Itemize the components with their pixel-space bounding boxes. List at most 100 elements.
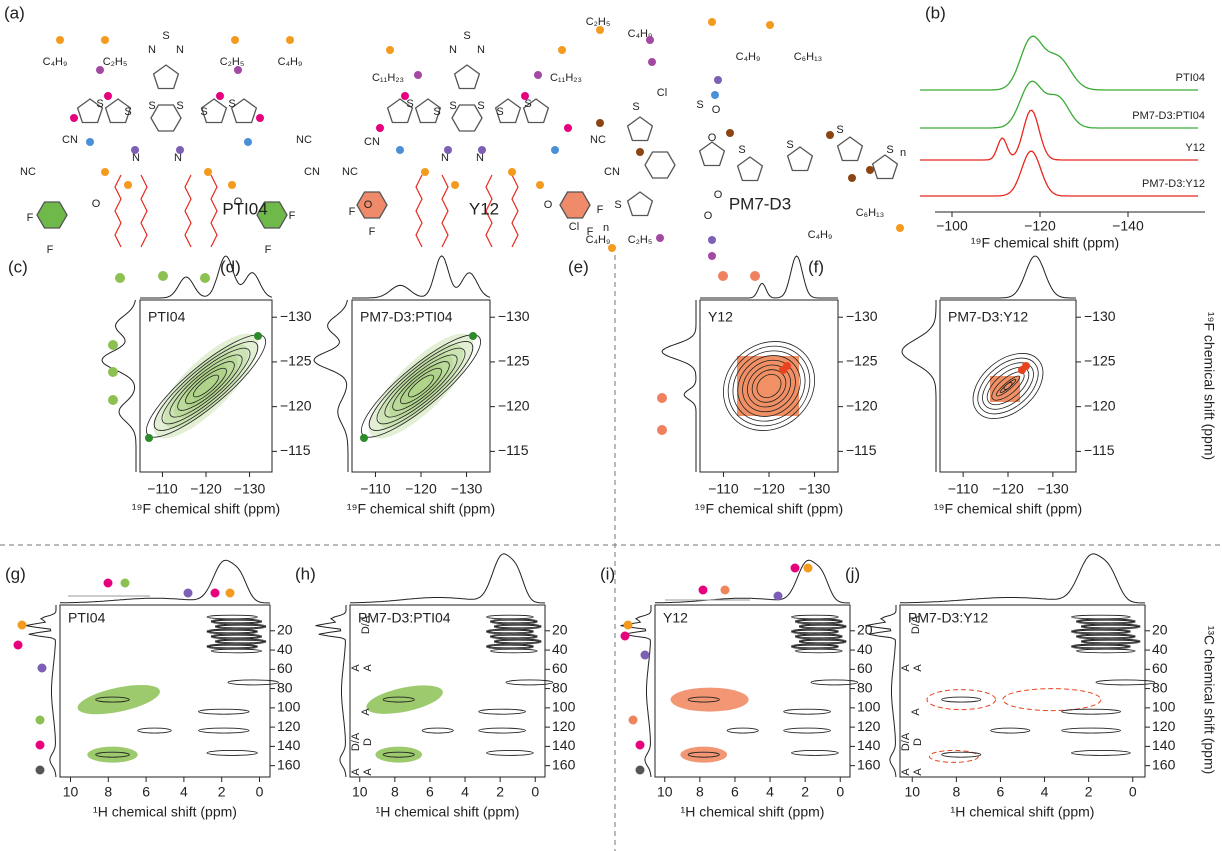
y-tick-label: 160 [277,756,301,772]
contour [368,341,474,431]
cross-peak [478,708,526,715]
atom-label: O [234,196,243,208]
highlight [926,689,997,711]
ring [522,98,550,124]
annotation: A [912,768,924,776]
atom-label: O [92,198,101,210]
y-tick-label: 100 [1152,699,1176,715]
cross-peak [227,679,279,686]
y-tick-label: 20 [1152,622,1168,638]
projection [900,553,1145,604]
atom-marker [790,563,800,573]
cross-peak [810,679,859,686]
atom-marker [848,174,856,182]
x-tick-label: −140 [1112,218,1144,234]
atom-marker [656,234,664,242]
cross-peak [1071,643,1131,649]
cross-peak [726,727,759,734]
atom-label: S [148,100,155,112]
contour [977,357,1039,415]
cross-peak [198,708,250,715]
x-tick-label: −130 [234,481,266,497]
atom-marker [720,585,730,595]
x-tick-label: 10 [352,784,368,800]
cross-peak [1076,634,1136,640]
substituent: C₄H₉ [808,229,833,241]
highlight [1002,688,1102,712]
annotation: A [362,664,374,672]
x-tick-label: −120 [405,481,437,497]
atom-marker [708,18,716,26]
atom-label: N [132,152,140,164]
cross-peak [489,634,538,640]
contour [376,347,466,425]
y-tick-label: −115 [280,442,311,458]
cross-peak [791,643,839,649]
atom-marker [86,138,94,146]
atom-marker [521,92,529,100]
cross-peak [206,644,258,650]
atom-label: N [148,44,156,56]
atom-marker [766,21,774,29]
ring [786,146,814,172]
ring [698,141,726,167]
contour-fill [174,354,238,418]
cross-peak [798,623,847,629]
cross-peak [493,639,542,645]
atom-marker [646,36,654,44]
ring [644,151,676,179]
x-tick-label: 4 [766,784,774,800]
sample-label: PM7-D3:PTI04 [360,309,453,325]
atom-label: S [228,98,235,110]
atom-marker [35,740,45,750]
contour [169,354,243,418]
atom-marker [204,168,212,176]
y-tick-label: 20 [857,622,873,638]
atom-label: Cl [657,87,667,99]
panel-label: (d) [220,257,241,276]
atom-marker [200,273,210,283]
ring [626,191,654,217]
sample-label: PM7-D3:PTI04 [358,610,451,626]
substituent: C₄H₉ [628,28,653,40]
x-tick-label: −110 [948,481,979,497]
x-tick-label: −120 [190,481,222,497]
y-tick-label: 40 [552,641,568,657]
cross-peak [1080,638,1141,644]
spectrum-trace [920,35,1198,91]
projection [352,255,491,299]
atom-label: S [176,100,183,112]
atom-marker [70,114,78,122]
spectrum-trace [920,150,1198,197]
atom-marker [551,146,559,154]
highlight [670,687,749,712]
atom-marker [120,578,130,588]
annotation: A [362,768,374,776]
y-tick-label: −125 [1084,353,1116,369]
atom-label: N [176,44,184,56]
atom-marker [96,66,104,74]
contour [177,361,235,411]
cross-peak [794,619,843,625]
contour [161,347,251,425]
x-tick-label: −100 [936,218,968,234]
cross-peak [210,619,262,625]
atom-marker [657,425,667,435]
ring [76,98,104,124]
cross-peak [1071,629,1131,635]
trace-label: Y12 [1185,142,1205,154]
atom-marker [698,585,708,595]
x-tick-label: 4 [461,784,469,800]
y-tick-label: −115 [1084,442,1115,458]
projection [901,300,937,472]
atom-marker [648,58,656,66]
projection [700,255,838,299]
x-tick-label: −130 [799,481,831,497]
atom-label: NC [296,134,312,146]
x-tick-label: 8 [952,784,960,800]
cross-peak [1071,749,1131,756]
x-tick-label: −130 [1037,481,1069,497]
atom-marker [216,92,224,100]
cross-peak [1080,623,1141,629]
